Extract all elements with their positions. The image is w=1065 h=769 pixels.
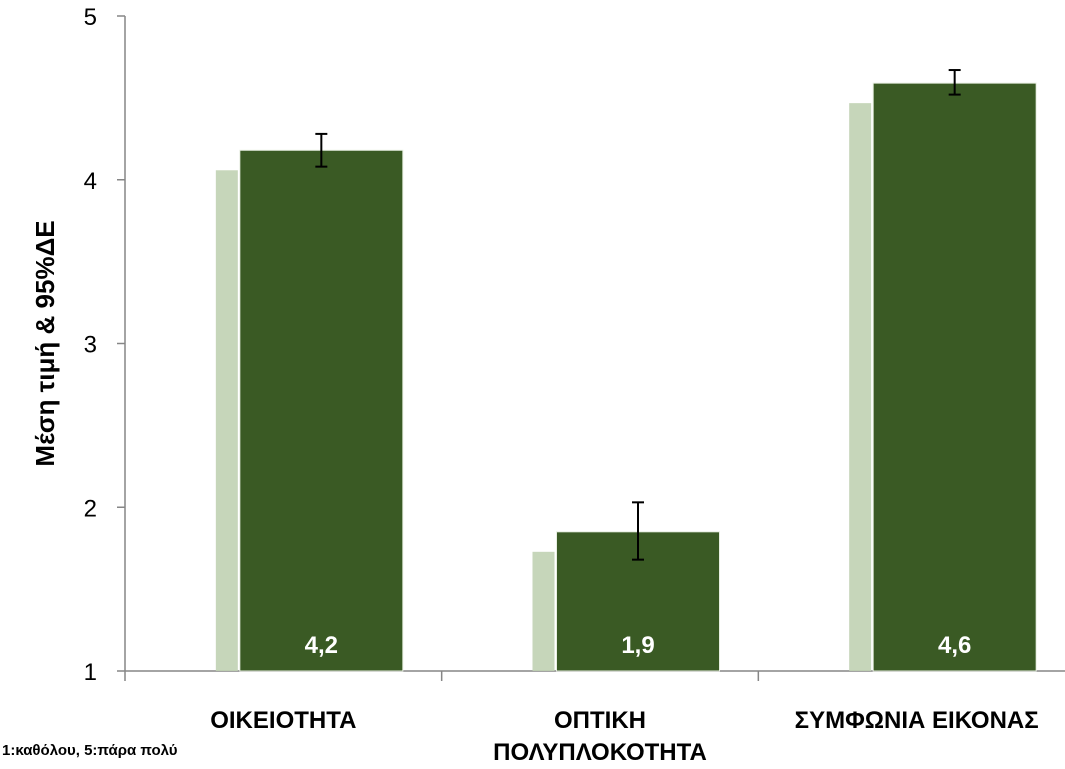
bars xyxy=(239,82,1037,672)
scale-footnote: 1:καθόλου, 5:πάρα πολύ xyxy=(2,742,178,759)
x-category-label: ΣΥΜΦΩΝΙΑ ΕΙΚΟΝΑΣ xyxy=(795,707,1039,734)
bar xyxy=(239,149,404,672)
bar-shadows xyxy=(215,103,872,671)
x-category-label: ΠΟΛΥΠΛΟΚΟΤΗΤΑ xyxy=(493,739,707,766)
y-axis-label: Μέση τιμή & 95%ΔΕ xyxy=(30,220,60,466)
y-tick-label: 5 xyxy=(84,4,97,31)
y-tick-label: 2 xyxy=(84,495,97,522)
bar-shadow xyxy=(215,170,238,671)
bar xyxy=(872,82,1037,672)
data-label: 4,2 xyxy=(305,632,338,659)
labels: 4,2 ΟΙΚΕΙΟΤΗΤΑ 1,9 ΟΠΤΙΚΗ ΠΟΛΥΠΛΟΚΟΤΗΤΑ 4,6 ΣΥ… xyxy=(210,632,1038,766)
x-category-label: ΟΙΚΕΙΟΤΗΤΑ xyxy=(210,707,356,734)
bar-shadow xyxy=(532,551,555,671)
error-bars xyxy=(315,69,961,561)
x-category-label: ΟΠΤΙΚΗ xyxy=(554,707,646,734)
y-tick-label: 1 xyxy=(84,659,97,686)
y-tick-label: 4 xyxy=(84,168,97,195)
data-label: 4,6 xyxy=(938,632,971,659)
y-tick-label: 3 xyxy=(84,332,97,359)
bar-shadow xyxy=(849,103,872,671)
data-label: 1,9 xyxy=(621,632,654,659)
